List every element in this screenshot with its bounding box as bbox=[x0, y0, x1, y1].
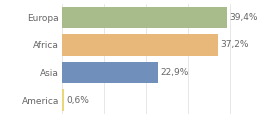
Text: 39,4%: 39,4% bbox=[229, 13, 258, 22]
Bar bbox=[62, 62, 158, 83]
Text: 37,2%: 37,2% bbox=[220, 41, 248, 49]
Bar bbox=[62, 34, 218, 56]
Text: 0,6%: 0,6% bbox=[66, 96, 89, 105]
Bar bbox=[62, 7, 227, 28]
Text: 22,9%: 22,9% bbox=[160, 68, 188, 77]
Bar bbox=[62, 89, 64, 111]
